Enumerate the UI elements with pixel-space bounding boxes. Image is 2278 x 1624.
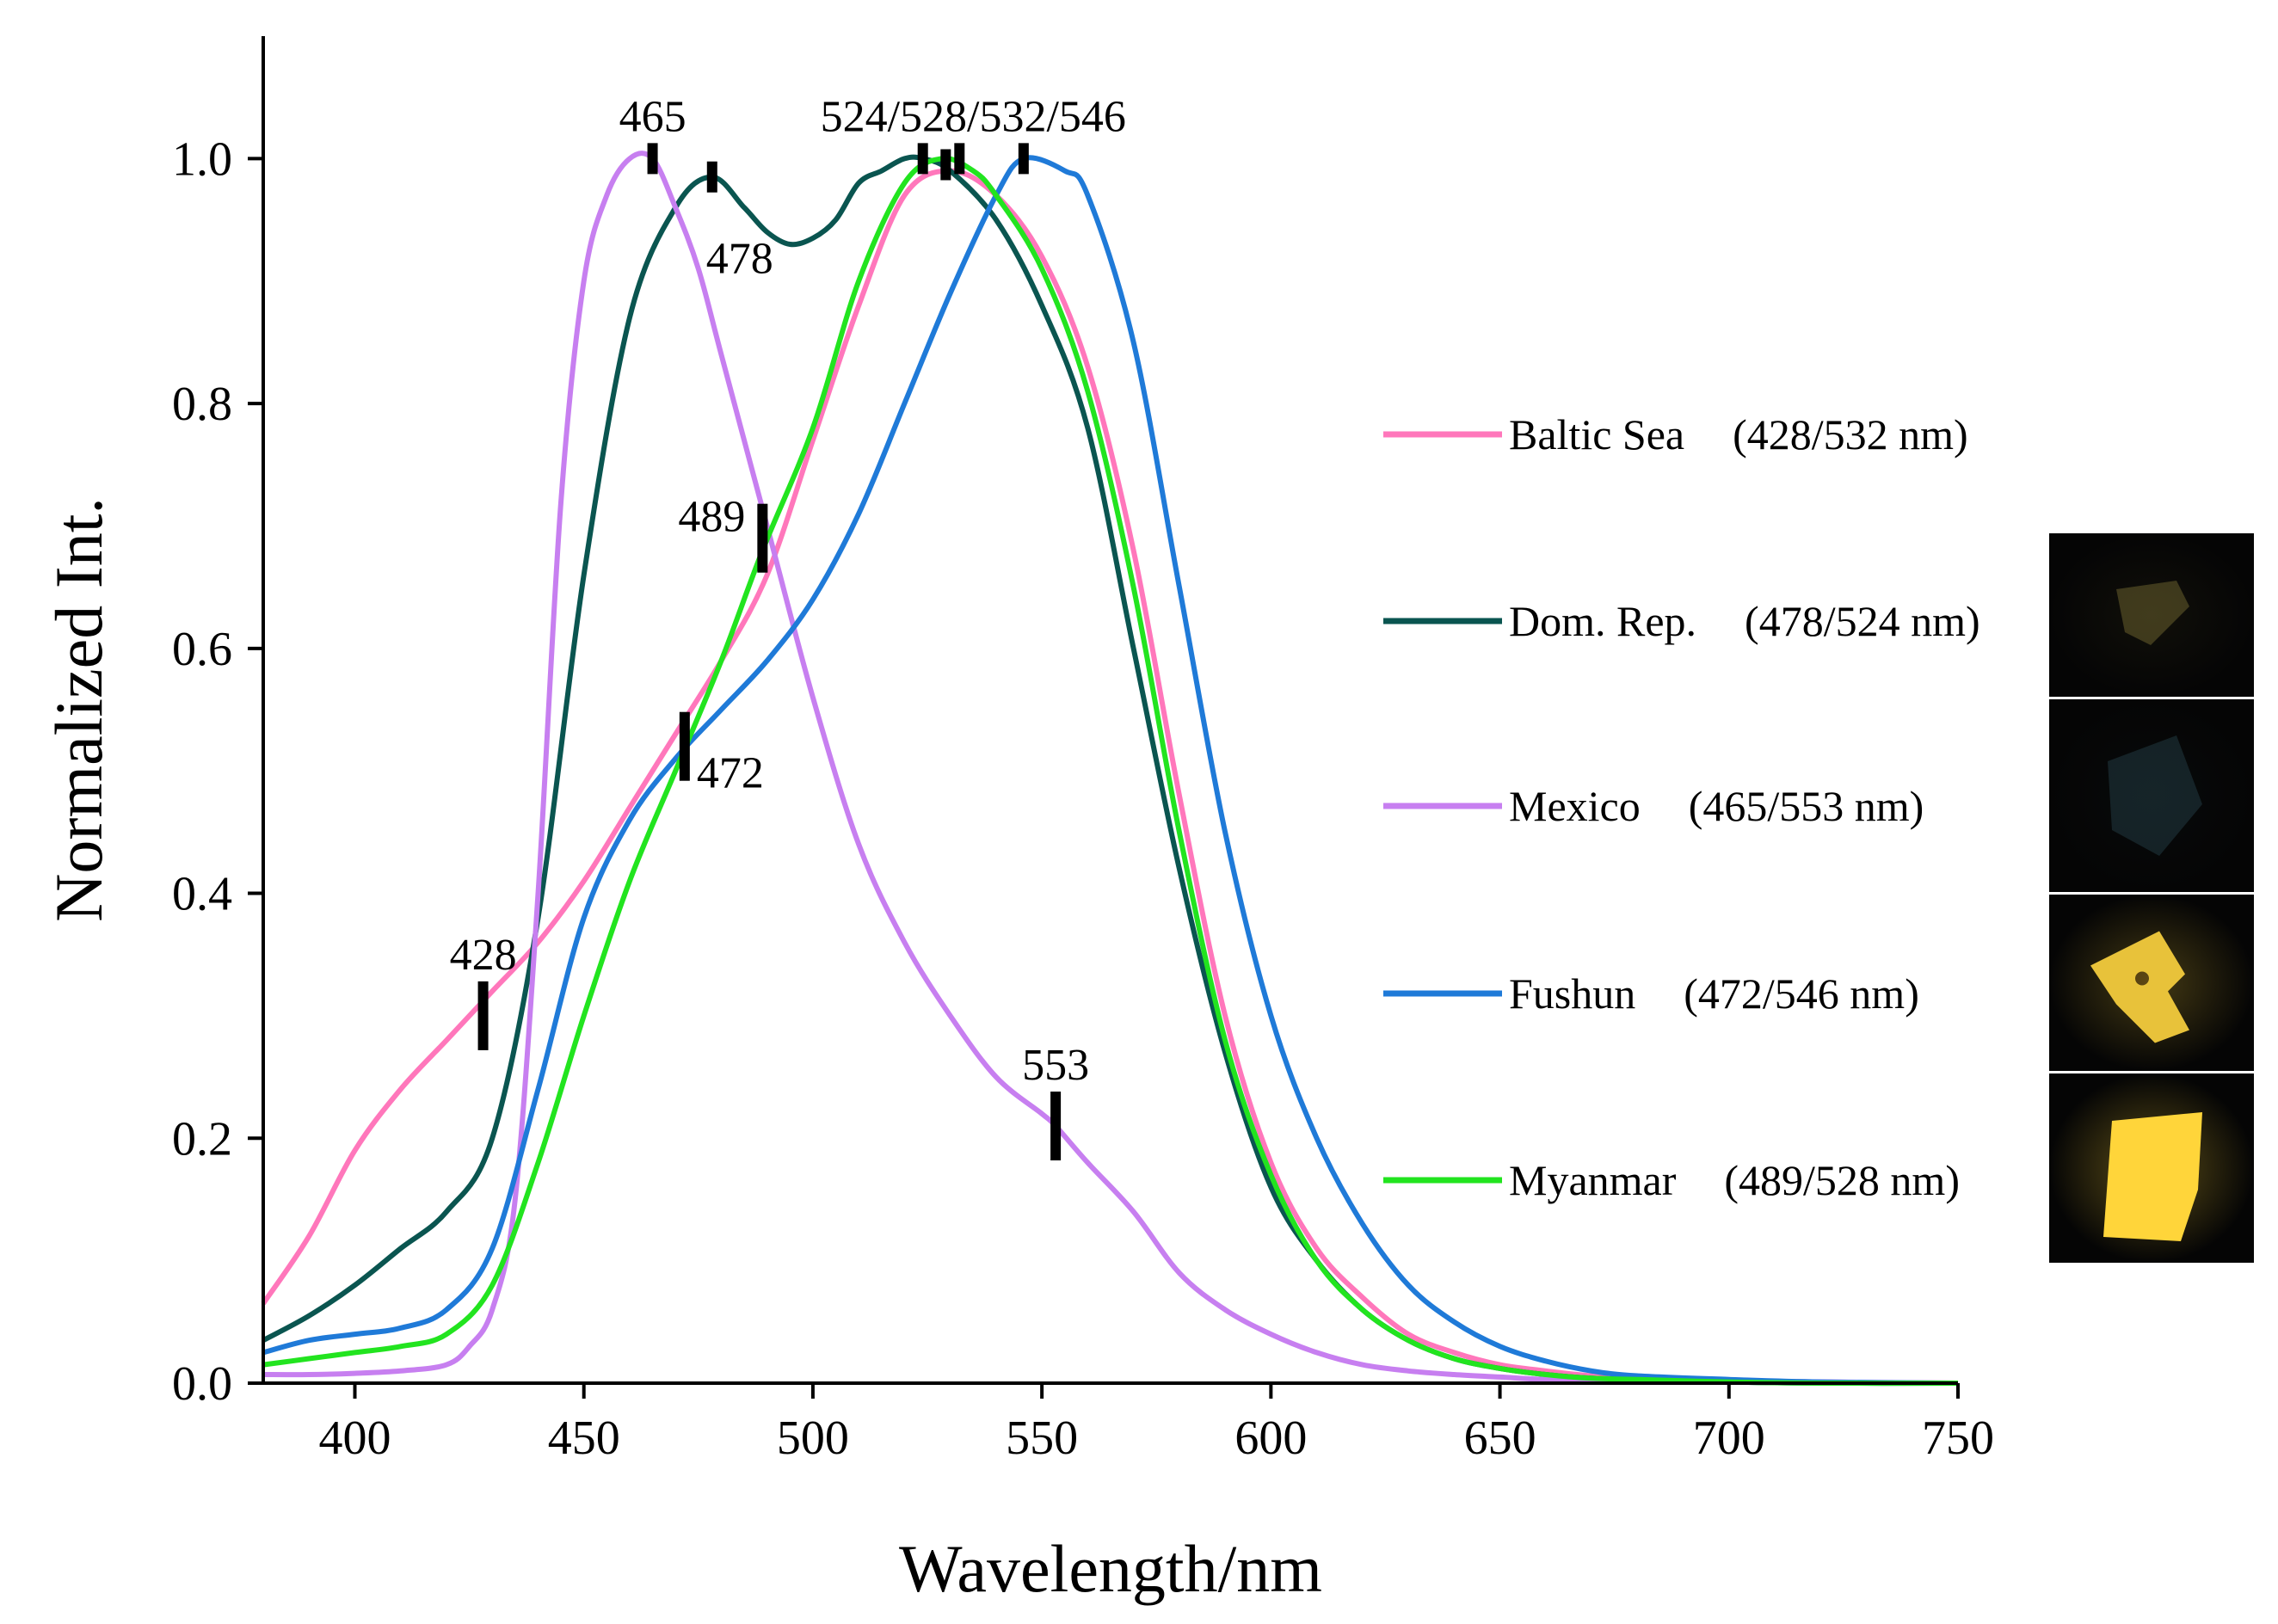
sample-photos xyxy=(2049,533,2254,1263)
series-line-baltic-sea xyxy=(261,168,1959,1386)
peak-label: 465 xyxy=(619,92,686,141)
peak-marker xyxy=(757,503,768,573)
legend: Baltic Sea (428/532 nm) Dom. Rep. (478/524 … xyxy=(1383,410,1980,1204)
peak-marker xyxy=(917,143,928,175)
y-tick-label: 0.2 xyxy=(172,1112,232,1166)
x-axis-title: Wavelength/nm xyxy=(899,1531,1322,1606)
axes: 400 450 500 550 600 650 700 750 0.0 0.2 0.4 0.6 0.8… xyxy=(41,36,1994,1606)
x-tick-label: 500 xyxy=(777,1412,849,1465)
peak-label: 478 xyxy=(706,235,773,284)
y-ticks: 0.0 0.2 0.4 0.6 0.8 1.0 xyxy=(172,132,263,1411)
series-line-myanmar xyxy=(262,156,1959,1387)
peak-label: 489 xyxy=(678,493,745,542)
dom-rep-sample-glow xyxy=(2049,533,2254,697)
peak-marker xyxy=(647,143,658,175)
x-tick-label: 600 xyxy=(1234,1412,1307,1465)
peak-label: 428 xyxy=(450,931,517,980)
peak-label: 472 xyxy=(697,749,764,798)
legend-label: Mexico xyxy=(1509,782,1641,830)
fushun-sample-glow xyxy=(2049,895,2254,1071)
legend-detail: (478/524 nm) xyxy=(1745,597,1980,645)
x-tick-label: 550 xyxy=(1006,1412,1078,1465)
legend-detail: (489/528 nm) xyxy=(1724,1156,1960,1204)
y-tick-label: 0.4 xyxy=(172,868,232,921)
peak-marker xyxy=(954,143,965,175)
legend-label: Myanmar xyxy=(1509,1156,1677,1204)
legend-label: Baltic Sea xyxy=(1509,410,1684,458)
x-tick-label: 450 xyxy=(548,1412,620,1465)
myanmar-sample-glow xyxy=(2049,1073,2254,1263)
y-axis-title: Normalized Int. xyxy=(41,497,116,922)
plot-lines xyxy=(261,151,1959,1387)
y-tick-label: 0.6 xyxy=(172,623,232,676)
legend-label: Fushun xyxy=(1509,969,1635,1018)
peak-marker xyxy=(1018,143,1029,175)
photo-separator xyxy=(2049,892,2254,895)
x-tick-label: 750 xyxy=(1922,1412,1994,1465)
mexico-sample-glow xyxy=(2049,699,2254,892)
peak-marker xyxy=(706,161,717,193)
y-tick-label: 1.0 xyxy=(172,132,232,186)
y-tick-label: 0.0 xyxy=(172,1357,232,1411)
legend-label: Dom. Rep. xyxy=(1509,597,1696,645)
x-tick-label: 700 xyxy=(1693,1412,1765,1465)
peak-marker xyxy=(679,711,690,781)
photo-separator xyxy=(2049,697,2254,699)
y-tick-label: 0.8 xyxy=(172,378,232,431)
peak-marker xyxy=(940,149,951,181)
peak-markers: 428 465 478 489 472 524/528/532/546 553 xyxy=(450,92,1126,1161)
series-line-fushun xyxy=(262,155,1959,1386)
legend-detail: (428/532 nm) xyxy=(1733,410,1968,458)
peak-label: 553 xyxy=(1022,1041,1089,1090)
legend-detail: (465/553 nm) xyxy=(1689,782,1924,830)
x-ticks: 400 450 500 550 600 650 700 750 xyxy=(318,1383,1994,1465)
peak-marker xyxy=(1050,1092,1062,1161)
peak-marker xyxy=(477,981,489,1050)
x-tick-label: 400 xyxy=(318,1412,391,1465)
series-line-mexico xyxy=(262,151,1959,1387)
peak-label: 524/528/532/546 xyxy=(821,92,1126,141)
x-tick-label: 650 xyxy=(1464,1412,1536,1465)
legend-detail: (472/546 nm) xyxy=(1684,969,1919,1018)
photo-separator xyxy=(2049,1071,2254,1073)
